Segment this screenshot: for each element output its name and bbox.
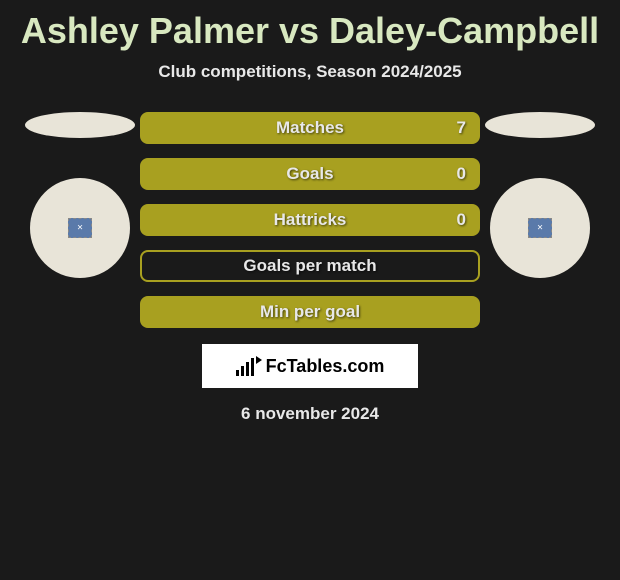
stat-label: Goals [286,164,333,184]
stat-bar-min-per-goal: Min per goal [140,296,480,328]
logo-arrow-icon [256,356,262,364]
content-row: Matches 7 Goals 0 Hattricks 0 Goals per … [0,112,620,328]
logo-box[interactable]: FcTables.com [202,344,418,388]
page-title: Ashley Palmer vs Daley-Campbell [21,10,599,52]
right-player-shadow [485,112,595,138]
stat-bar-hattricks: Hattricks 0 [140,204,480,236]
stat-label: Matches [276,118,344,138]
stat-value: 0 [457,210,466,230]
stat-bars: Matches 7 Goals 0 Hattricks 0 Goals per … [140,112,480,328]
placeholder-icon [68,218,92,238]
stat-label: Min per goal [260,302,360,322]
comparison-widget: Ashley Palmer vs Daley-Campbell Club com… [0,0,620,424]
left-player-column [20,112,140,278]
right-player-column [480,112,600,278]
left-player-avatar [30,178,130,278]
left-player-shadow [25,112,135,138]
stat-label: Goals per match [243,256,376,276]
stat-label: Hattricks [274,210,347,230]
page-subtitle: Club competitions, Season 2024/2025 [158,62,461,82]
logo-chart-icon [236,356,254,376]
stat-value: 0 [457,164,466,184]
logo-text: FcTables.com [266,356,385,377]
stat-value: 7 [457,118,466,138]
stat-bar-goals: Goals 0 [140,158,480,190]
date-label: 6 november 2024 [241,404,379,424]
right-player-avatar [490,178,590,278]
placeholder-icon [528,218,552,238]
stat-bar-goals-per-match: Goals per match [140,250,480,282]
stat-bar-matches: Matches 7 [140,112,480,144]
